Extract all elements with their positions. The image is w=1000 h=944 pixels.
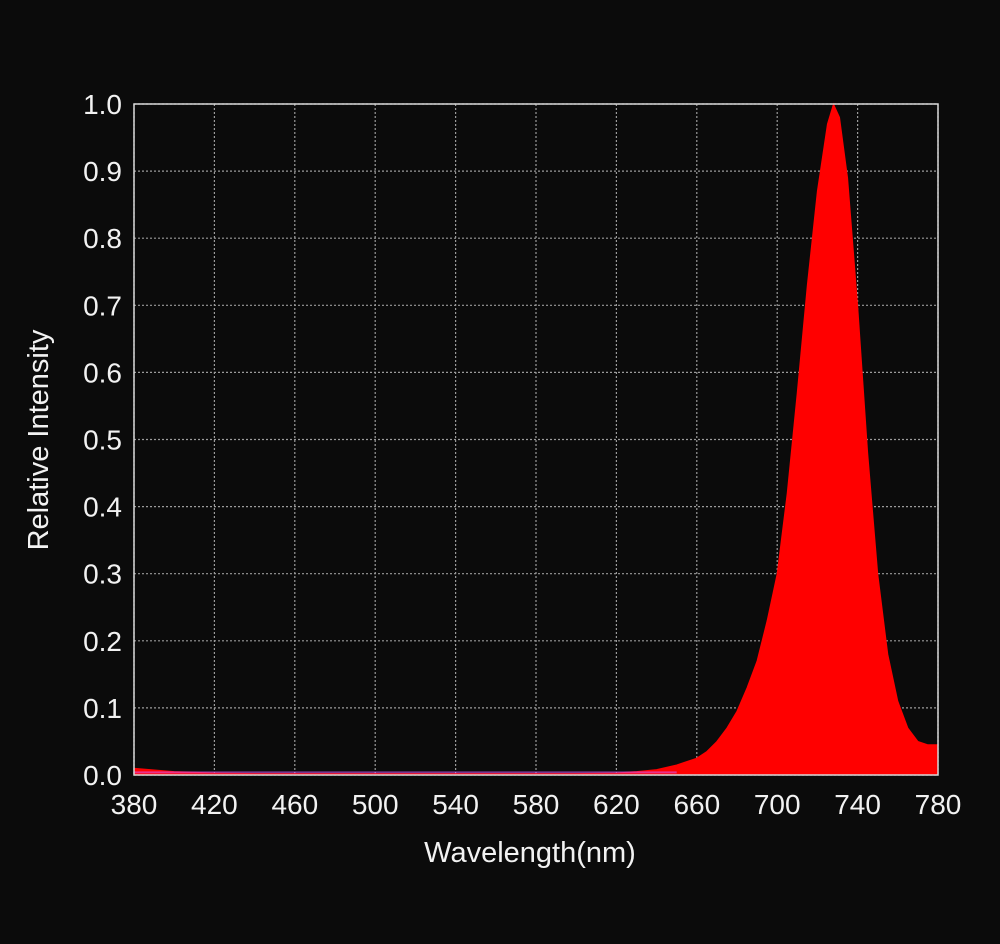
y-tick-label: 0.3 (83, 559, 122, 590)
y-tick-label: 0.6 (83, 357, 122, 388)
x-axis-title: Wavelength(nm) (424, 837, 636, 869)
y-tick-label: 0.8 (83, 223, 122, 254)
x-tick-label: 420 (191, 789, 238, 820)
x-tick-label: 780 (915, 789, 962, 820)
x-tick-label: 460 (271, 789, 318, 820)
x-tick-label: 740 (834, 789, 881, 820)
plot-layer (133, 102, 939, 776)
spectrum-area (133, 102, 939, 776)
x-tick-label: 500 (352, 789, 399, 820)
x-tick-label: 620 (593, 789, 640, 820)
y-axis-title: Relative Intensity (23, 329, 55, 550)
y-tick-label: 0.4 (83, 492, 122, 523)
labels-layer: 380 420 460 500 540 580 620 660 700 740 780 0.0 0.1 0… (83, 89, 961, 820)
x-tick-label: 700 (754, 789, 801, 820)
y-tick-label: 0.5 (83, 425, 122, 456)
y-tick-label: 0.0 (83, 760, 122, 791)
x-tick-label: 540 (432, 789, 479, 820)
y-tick-label: 0.2 (83, 626, 122, 657)
y-tick-label: 0.9 (83, 156, 122, 187)
y-tick-label: 0.7 (83, 290, 122, 321)
plot-frame (133, 103, 939, 776)
y-tick-label: 0.1 (83, 693, 122, 724)
x-tick-label: 380 (111, 789, 158, 820)
x-tick-label: 580 (513, 789, 560, 820)
axes-layer (133, 103, 939, 776)
y-tick-label: 1.0 (83, 89, 122, 120)
x-tick-label: 660 (673, 789, 720, 820)
